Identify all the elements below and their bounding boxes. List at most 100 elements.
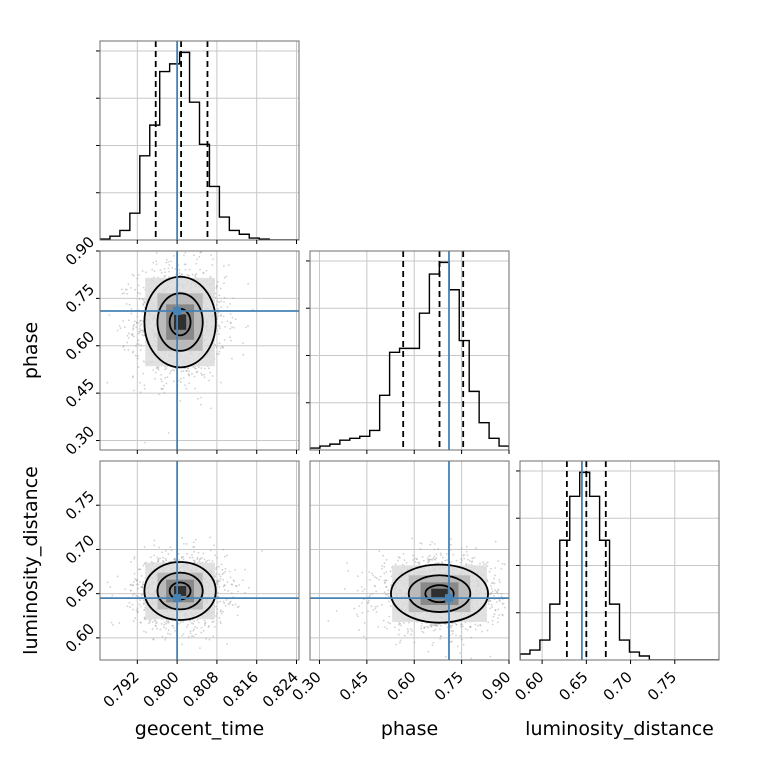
- sample-point: [231, 604, 234, 606]
- sample-point: [426, 626, 428, 628]
- sample-point: [128, 303, 131, 306]
- sample-point: [430, 623, 433, 626]
- sample-point: [163, 391, 166, 394]
- sample-point: [204, 622, 206, 625]
- sample-point: [156, 627, 158, 630]
- sample-point: [125, 288, 128, 291]
- sample-point: [218, 579, 221, 582]
- sample-point: [165, 619, 168, 622]
- sample-point: [165, 559, 168, 562]
- sample-point: [211, 621, 214, 624]
- sample-point: [142, 331, 145, 334]
- sample-point: [136, 315, 139, 318]
- sample-point: [142, 286, 145, 289]
- sample-point: [186, 273, 189, 276]
- sample-point: [454, 622, 457, 625]
- sample-point: [199, 403, 202, 406]
- sample-point: [215, 568, 217, 571]
- sample-point: [214, 292, 217, 295]
- sample-point: [172, 380, 175, 383]
- sample-point: [220, 612, 223, 615]
- scatter-points: [327, 537, 506, 660]
- contour-line-0: [424, 584, 455, 604]
- sample-point: [479, 624, 482, 627]
- panel-frame: [309, 460, 510, 661]
- sample-point: [403, 634, 406, 637]
- sample-point: [491, 619, 494, 622]
- sample-point: [135, 579, 138, 582]
- sample-point: [389, 605, 392, 607]
- sample-point: [215, 566, 218, 569]
- sample-point: [399, 622, 402, 625]
- sample-point: [413, 641, 416, 644]
- sample-point: [370, 605, 373, 608]
- sample-point: [386, 593, 389, 596]
- sample-point: [153, 544, 156, 547]
- sample-point: [195, 272, 198, 275]
- sample-point: [455, 623, 458, 626]
- sample-point: [142, 584, 145, 586]
- sample-point: [496, 621, 499, 624]
- sample-point: [185, 369, 188, 372]
- sample-point: [196, 371, 199, 373]
- sample-point: [489, 600, 492, 602]
- sample-point: [202, 629, 205, 632]
- sample-point: [385, 579, 388, 582]
- sample-point: [215, 572, 218, 575]
- sample-point: [489, 655, 492, 658]
- sample-point: [216, 556, 219, 559]
- sample-point: [141, 586, 144, 589]
- sample-point: [138, 568, 140, 571]
- sample-point: [183, 254, 185, 257]
- sample-point: [231, 583, 234, 586]
- sample-point: [429, 543, 432, 546]
- sample-point: [381, 564, 384, 567]
- sample-point: [494, 567, 497, 569]
- sample-point: [434, 628, 437, 631]
- sample-point: [111, 594, 114, 597]
- sample-point: [222, 548, 225, 551]
- sample-point: [132, 608, 135, 611]
- sample-point: [137, 595, 139, 598]
- y-tick-label: 0.30: [62, 422, 98, 458]
- sample-point: [123, 326, 126, 329]
- sample-point: [193, 559, 196, 562]
- sample-point: [155, 367, 158, 370]
- sample-point: [218, 325, 221, 328]
- sample-point: [241, 579, 244, 582]
- sample-point: [360, 602, 363, 604]
- sample-point: [139, 329, 142, 332]
- sample-point: [433, 555, 436, 558]
- sample-point: [487, 600, 490, 603]
- sample-point: [223, 588, 226, 591]
- sample-point: [221, 573, 224, 576]
- sample-point: [141, 298, 144, 301]
- sample-point: [218, 342, 221, 345]
- sample-point: [138, 327, 141, 330]
- sample-point: [132, 583, 135, 586]
- sample-point: [387, 589, 390, 592]
- sample-point: [244, 591, 247, 594]
- sample-point: [441, 562, 444, 565]
- sample-point: [436, 562, 439, 565]
- grid-lines: [100, 461, 299, 660]
- sample-point: [420, 627, 422, 630]
- sample-point: [234, 584, 237, 587]
- sample-point: [209, 536, 211, 539]
- sample-point: [366, 601, 369, 604]
- sample-point: [402, 553, 405, 555]
- sample-point: [214, 625, 216, 628]
- sample-point: [406, 628, 409, 630]
- sample-point: [224, 325, 227, 328]
- sample-point: [174, 268, 177, 270]
- sample-point: [474, 623, 477, 626]
- sample-point: [136, 357, 139, 360]
- sample-point: [383, 581, 386, 584]
- sample-point: [223, 602, 226, 604]
- scatter-points: [106, 536, 263, 650]
- sample-point: [132, 324, 135, 327]
- sample-point: [416, 557, 419, 560]
- sample-point: [435, 623, 438, 626]
- sample-point: [198, 255, 201, 258]
- sample-point: [223, 584, 226, 587]
